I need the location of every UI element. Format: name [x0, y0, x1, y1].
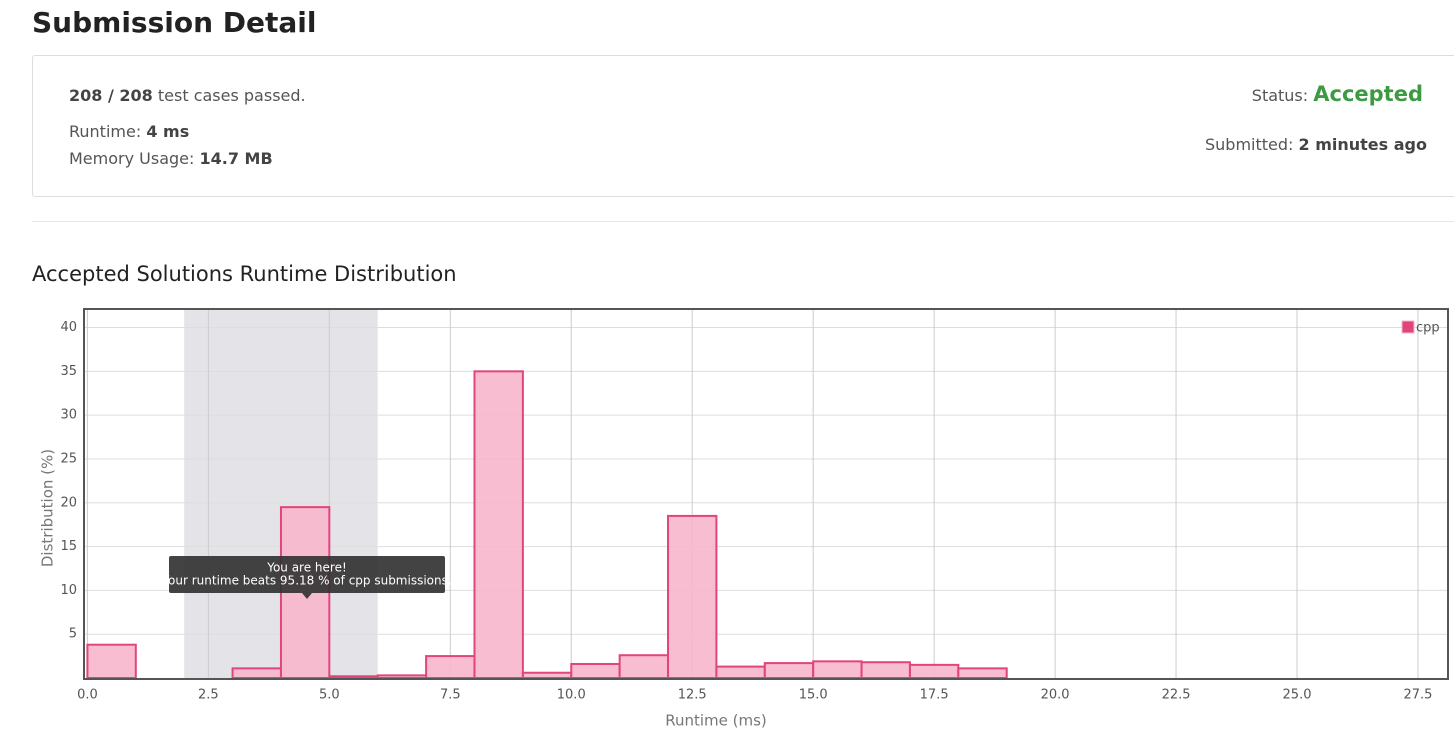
runtime-label: Runtime:: [69, 122, 142, 141]
x-tick-label: 20.0: [1041, 688, 1070, 703]
memory: 14.7 MB: [199, 149, 273, 168]
x-tick-label: 12.5: [678, 688, 707, 703]
submitted-label: Submitted:: [1205, 135, 1294, 154]
bar: [231, 667, 282, 680]
tooltip-box: [169, 556, 445, 593]
legend-label: cpp: [1416, 321, 1440, 336]
memory-label: Memory Usage:: [69, 149, 195, 168]
y-tick-label: 40: [60, 320, 77, 335]
section-title: Accepted Solutions Runtime Distribution: [32, 262, 457, 286]
runtime: 4 ms: [146, 122, 190, 141]
divider: [32, 221, 1454, 222]
status[interactable]: Accepted: [1313, 82, 1423, 106]
submitted-row: Submitted: 2 minutes ago: [1205, 135, 1427, 154]
x-tick-label: 5.0: [319, 688, 340, 703]
cases-row: 208 / 208 test cases passed.: [69, 86, 306, 105]
tooltip-title: You are here!: [266, 561, 347, 575]
x-tick-label: 15.0: [799, 688, 828, 703]
y-tick-label: 10: [60, 583, 77, 598]
bar: [570, 662, 621, 680]
bar: [715, 665, 766, 680]
bar: [328, 675, 379, 680]
x-tick-label: 17.5: [920, 688, 949, 703]
bar: [860, 661, 911, 680]
tooltip-pointer: [302, 593, 312, 599]
y-tick-label: 25: [60, 451, 77, 466]
bar: [957, 667, 1008, 680]
bar: [86, 643, 137, 680]
cases-text: test cases passed.: [157, 86, 306, 105]
memory-row: Memory Usage: 14.7 MB: [69, 149, 273, 168]
x-tick-label: 7.5: [440, 688, 461, 703]
bar: [521, 671, 573, 680]
y-tick-label: 20: [60, 495, 77, 510]
x-tick-label: 27.5: [1403, 688, 1432, 703]
summary-card: 208 / 208 test cases passed. Runtime: 4 …: [32, 55, 1454, 197]
submitted: 2 minutes ago: [1298, 135, 1427, 154]
plot-frame: [83, 308, 1449, 680]
bar: [763, 662, 815, 680]
y-tick-label: 30: [60, 408, 77, 423]
status-label: Status:: [1251, 86, 1309, 105]
x-tick-label: 25.0: [1283, 688, 1312, 703]
x-tick-label: 2.5: [198, 688, 219, 703]
y-tick-label: 15: [60, 539, 77, 554]
legend-swatch: [1401, 320, 1415, 334]
bar: [473, 370, 524, 679]
y-tick-label: 5: [69, 627, 77, 642]
bar: [376, 674, 428, 680]
cases: 208 / 208: [69, 86, 153, 105]
x-tick-label: 22.5: [1162, 688, 1191, 703]
bar: [618, 654, 670, 680]
bar: [667, 514, 718, 679]
x-axis-title: Runtime (ms): [665, 712, 767, 730]
bar: [812, 660, 863, 680]
x-tick-label: 10.0: [557, 688, 586, 703]
bar: [908, 663, 960, 680]
status-row: Status: Accepted: [1252, 82, 1423, 106]
tooltip-text: Your runtime beats 95.18 % of cpp submis…: [161, 574, 451, 588]
page-title: Submission Detail: [32, 6, 317, 39]
y-tick-label: 35: [60, 364, 77, 379]
x-tick-label: 0.0: [77, 688, 98, 703]
bar: [425, 655, 476, 680]
runtime-row: Runtime: 4 ms: [69, 122, 189, 141]
chart: 5 10 15 20 25 30 35 40 0.0 2.5 5.0 7.5 10.0 12.5 15.0 1…: [39, 308, 1449, 730]
y-axis-title: Distribution (%): [39, 449, 57, 567]
